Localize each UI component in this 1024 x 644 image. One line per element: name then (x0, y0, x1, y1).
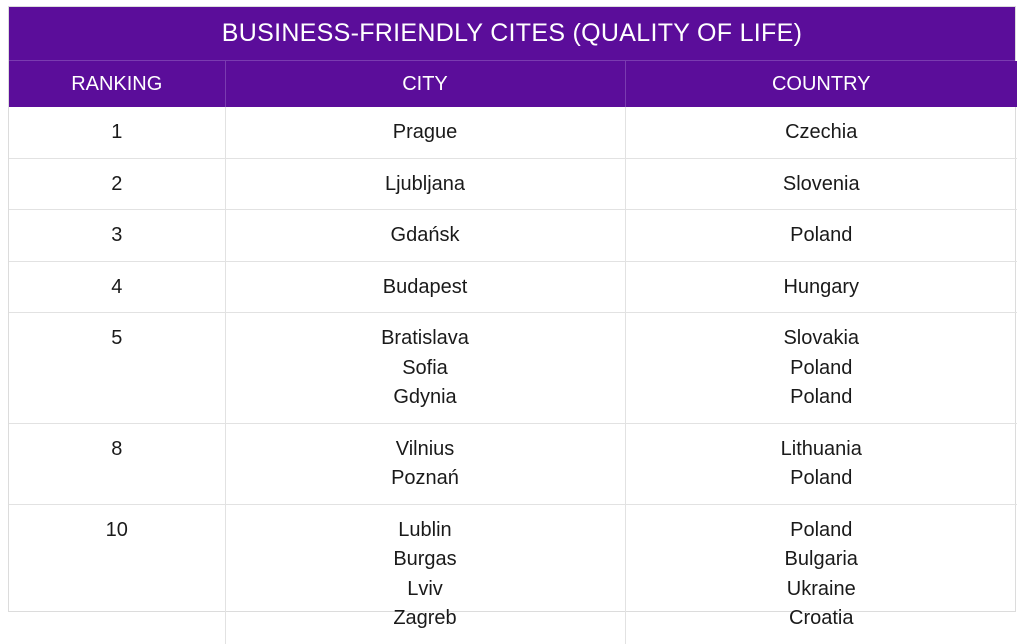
city-cell: Lublin Burgas Lviv Zagreb (224, 503, 625, 644)
city-name: Prague (392, 121, 458, 143)
ranking-value: 1 (111, 121, 123, 143)
ranking-cell: 5 (9, 312, 225, 423)
country-cell: Czechia (624, 107, 1017, 158)
city-name: Sofia (402, 356, 448, 379)
country-name: Poland (790, 467, 853, 489)
country-name: Ukraine (786, 577, 856, 600)
table-row: 10 Lublin Burgas Lviv Zagreb Poland Bulgaria Uk… (9, 503, 1017, 644)
city-name: Zagreb (393, 607, 457, 629)
country-name: Croatia (789, 607, 854, 629)
country-cell: Lithuania Poland (624, 422, 1017, 504)
country-name: Lithuania (780, 437, 862, 460)
country-name: Poland (790, 518, 853, 541)
table-row: 3 Gdańsk Poland (9, 209, 1017, 261)
city-name: Bratislava (381, 327, 469, 349)
city-name: Burgas (393, 548, 457, 570)
country-name: Hungary (783, 275, 860, 298)
country-name: Poland (790, 386, 853, 408)
table-title: BUSINESS-FRIENDLY CITES (QUALITY OF LIFE… (9, 7, 1015, 61)
ranking-value: 4 (111, 275, 123, 298)
city-name: Lublin (398, 518, 452, 541)
country-name: Bulgaria (784, 548, 858, 570)
table-row: 1 Prague Czechia (9, 107, 1017, 158)
table-row: 8 Vilnius Poznań Lithuania Poland (9, 422, 1017, 504)
city-cell: Bratislava Sofia Gdynia (224, 312, 625, 423)
country-cell: Hungary (624, 260, 1017, 313)
country-cell: Poland (624, 209, 1017, 261)
ranking-cell: 8 (9, 422, 225, 504)
table-row: 5 Bratislava Sofia Gdynia Slovakia Poland Pola… (9, 312, 1017, 423)
ranking-cell: 3 (9, 209, 225, 261)
ranking-table-frame: BUSINESS-FRIENDLY CITES (QUALITY OF LIFE… (8, 6, 1017, 644)
country-cell: Slovenia (624, 157, 1017, 210)
country-name: Czechia (785, 121, 858, 143)
city-cell: Budapest (224, 260, 625, 313)
city-name: Lviv (407, 577, 443, 600)
ranking-cell: 10 (9, 503, 225, 644)
city-cell: Ljubljana (224, 157, 625, 210)
ranking-cell: 2 (9, 157, 225, 210)
country-name: Poland (790, 224, 853, 246)
ranking-table: RANKING CITY COUNTRY 1 Prague Czechia 2 Ljub… (9, 61, 1017, 644)
country-name: Slovenia (782, 172, 860, 195)
column-header-country: COUNTRY (624, 61, 1017, 107)
city-name: Gdańsk (390, 224, 460, 246)
ranking-cell: 1 (9, 107, 225, 158)
city-name: Budapest (382, 275, 468, 298)
ranking-value: 2 (111, 172, 123, 195)
ranking-cell: 4 (9, 260, 225, 313)
table-row: 4 Budapest Hungary (9, 260, 1017, 313)
column-header-city: CITY (224, 61, 625, 107)
city-cell: Gdańsk (224, 209, 625, 261)
city-name: Poznań (391, 467, 459, 489)
country-cell: Poland Bulgaria Ukraine Croatia (624, 503, 1017, 644)
column-header-ranking: RANKING (9, 61, 225, 107)
country-name: Slovakia (783, 327, 860, 349)
city-name: Gdynia (393, 386, 457, 408)
table-body: 1 Prague Czechia 2 Ljubljana Slovenia 3 Gdańsk P… (9, 107, 1017, 644)
country-cell: Slovakia Poland Poland (624, 312, 1017, 423)
city-cell: Prague (224, 107, 625, 158)
table-row: 2 Ljubljana Slovenia (9, 157, 1017, 210)
city-name: Vilnius (395, 437, 455, 460)
header-row: RANKING CITY COUNTRY (9, 61, 1017, 107)
ranking-value: 5 (111, 327, 123, 349)
city-cell: Vilnius Poznań (224, 422, 625, 504)
ranking-value: 3 (111, 224, 123, 246)
ranking-value: 10 (105, 518, 128, 541)
ranking-value: 8 (111, 437, 123, 460)
country-name: Poland (790, 356, 853, 379)
city-name: Ljubljana (384, 172, 466, 195)
